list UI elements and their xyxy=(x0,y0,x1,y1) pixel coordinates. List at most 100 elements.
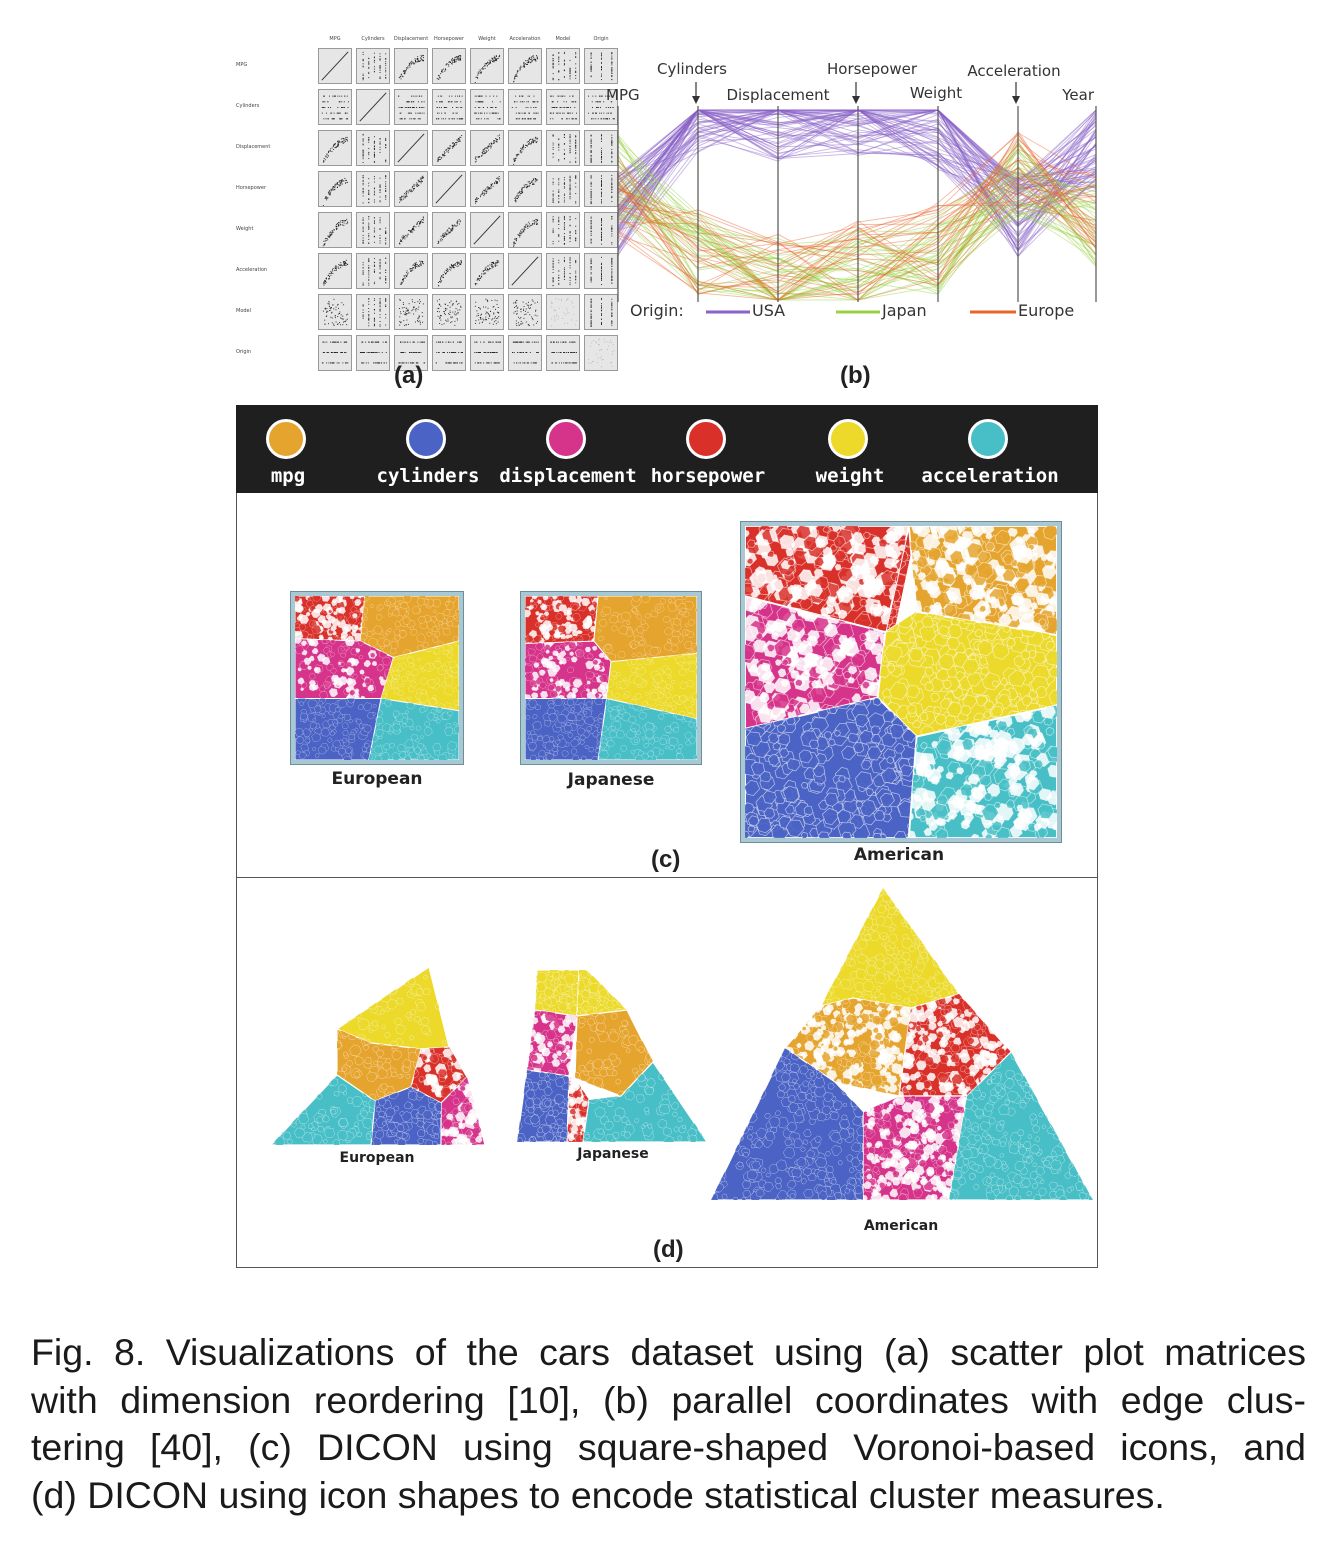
axis-arrowhead xyxy=(852,96,860,104)
dimension-color-dot xyxy=(686,419,726,459)
dimension-legend-bar: mpg cylinders displacement horsepower weight… xyxy=(236,405,1098,493)
voronoi-triangle xyxy=(710,886,1095,1201)
icon-caption-european: European xyxy=(331,769,423,789)
voronoi-region xyxy=(368,697,459,760)
spm-cell xyxy=(394,212,428,248)
voronoi-treemap xyxy=(745,526,1057,838)
spm-cell xyxy=(508,89,542,125)
spm-cell xyxy=(508,294,542,330)
spm-cell xyxy=(394,130,428,166)
dimension-legend-item: weight xyxy=(780,415,920,491)
spm-cell xyxy=(470,253,504,289)
origin-legend: Origin: USA Japan Europe xyxy=(630,301,1074,320)
voronoi-triangle xyxy=(269,966,486,1146)
spm-cell xyxy=(508,253,542,289)
dimension-legend-label: horsepower xyxy=(650,465,766,487)
dimension-legend-item: mpg xyxy=(218,415,358,491)
axis-label: Year xyxy=(1061,86,1095,104)
spm-cell xyxy=(356,171,390,207)
dimension-legend-label: weight xyxy=(815,465,885,487)
spm-row-label: Acceleration xyxy=(236,267,268,273)
icon-caption-american: American xyxy=(853,845,945,865)
parallel-coordinates-plot: MPG Cylinders Displacement Horsepower Weight… xyxy=(606,60,1097,320)
axis-label: MPG xyxy=(606,86,640,104)
spm-column-label: Acceleration xyxy=(509,36,541,42)
icon-caption-japanese: Japanese xyxy=(577,1146,649,1162)
spm-cell xyxy=(432,48,466,84)
axis-group: MPG Cylinders Displacement Horsepower Weight… xyxy=(606,60,1097,302)
voronoi-region xyxy=(525,596,599,645)
voronoi-region xyxy=(819,886,960,1009)
spm-cell xyxy=(432,130,466,166)
spm-cell xyxy=(546,212,580,248)
spm-cell xyxy=(394,335,428,371)
spm-cell xyxy=(318,212,352,248)
voronoi-trapezoid xyxy=(516,969,709,1143)
panel-label-d: (d) xyxy=(653,1236,684,1263)
spm-cell xyxy=(356,335,390,371)
axis-label: Horsepower xyxy=(827,60,918,78)
spm-cell xyxy=(432,89,466,125)
spm-cell xyxy=(318,89,352,125)
spm-cell xyxy=(470,171,504,207)
voronoi-region xyxy=(862,1095,968,1201)
triangle-icon-european xyxy=(269,966,486,1149)
voronoi-region xyxy=(295,596,366,642)
spm-row-label: Origin xyxy=(236,349,252,355)
voronoi-region xyxy=(525,698,608,760)
spm-cell xyxy=(546,335,580,371)
spm-cell xyxy=(508,130,542,166)
data-polyline xyxy=(617,112,1097,207)
spm-cell xyxy=(394,294,428,330)
spm-column-label: Horsepower xyxy=(433,36,464,42)
dimension-legend-item: cylinders xyxy=(358,415,498,491)
dimension-color-dot xyxy=(828,419,868,459)
square-icon-european xyxy=(291,592,463,764)
spm-column-label: Cylinders xyxy=(361,36,385,42)
spm-row-label: MPG xyxy=(236,62,248,68)
voronoi-region xyxy=(295,638,394,699)
spm-cell xyxy=(546,171,580,207)
spm-cell xyxy=(318,130,352,166)
dimension-color-dot xyxy=(968,419,1008,459)
scatter-plot-matrix-grid: MPG MPG Cylinders Cylinders Displacement Disp… xyxy=(236,34,618,371)
spm-cell xyxy=(584,335,618,371)
spm-row-label: Cylinders xyxy=(236,103,260,109)
spm-cell xyxy=(508,171,542,207)
spm-cell xyxy=(470,130,504,166)
caption-line: (d) DICON using icon shapes to encode st… xyxy=(31,1473,1165,1516)
caption-line: Fig. 8. Visualizations of the cars datas… xyxy=(31,1331,1306,1373)
scatter-plot-matrix-panel: MPG MPG Cylinders Cylinders Displacement Disp… xyxy=(236,22,618,400)
spm-cell xyxy=(356,253,390,289)
square-icon-panel: European Japanese American (c) xyxy=(236,493,1098,878)
spm-cell xyxy=(394,48,428,84)
spm-cell xyxy=(356,212,390,248)
spm-cell xyxy=(432,212,466,248)
trapezoid-icon-japanese xyxy=(516,969,709,1146)
icon-caption-american: American xyxy=(863,1218,939,1234)
spm-column-label: Displacement xyxy=(393,36,429,42)
icon-caption-european: European xyxy=(339,1150,415,1166)
dimension-color-dot xyxy=(546,419,586,459)
spm-cell xyxy=(546,253,580,289)
spm-cell xyxy=(470,294,504,330)
spm-cell xyxy=(546,130,580,166)
figure-caption: Fig. 8. Visualizations of the cars datas… xyxy=(31,1329,1306,1519)
spm-column-label: Weight xyxy=(478,36,496,42)
dimension-legend-label: mpg xyxy=(270,465,306,487)
spm-cell xyxy=(432,294,466,330)
axis-label: Cylinders xyxy=(657,60,727,78)
axis-arrowhead xyxy=(692,96,700,104)
spm-cell xyxy=(318,171,352,207)
spm-cell xyxy=(394,89,428,125)
spm-cell xyxy=(432,171,466,207)
legend-label-usa: USA xyxy=(752,301,785,320)
parallel-coordinates-panel: MPG Cylinders Displacement Horsepower Weight… xyxy=(604,22,1098,400)
axis-label: Acceleration xyxy=(967,62,1060,80)
spm-cell xyxy=(546,294,580,330)
spm-row-label: Model xyxy=(236,308,252,314)
dimension-legend-item: acceleration xyxy=(920,415,1060,491)
dimension-legend-label: acceleration xyxy=(921,465,1059,487)
spm-cell xyxy=(432,253,466,289)
spm-cell xyxy=(470,212,504,248)
